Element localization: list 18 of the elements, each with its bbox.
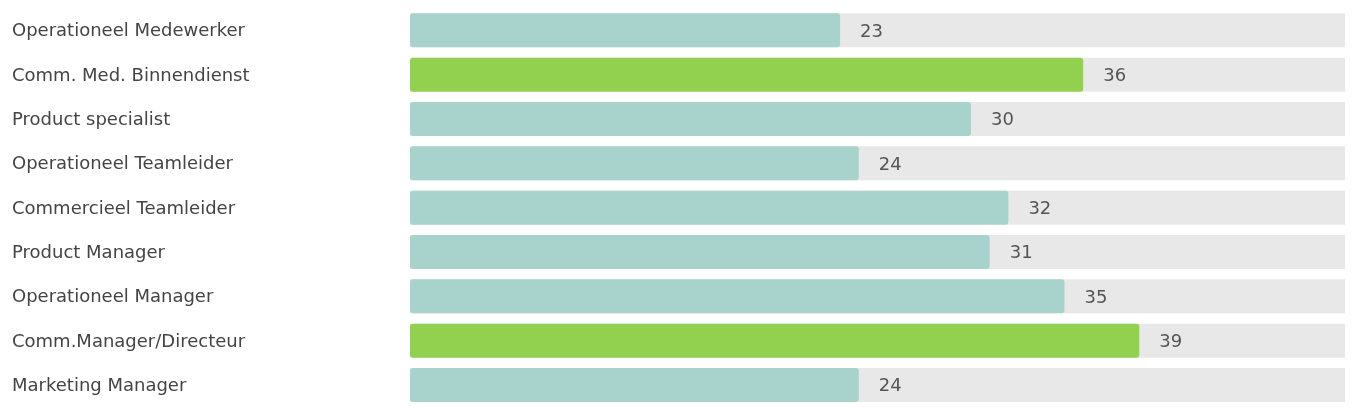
data-label: 23 bbox=[860, 19, 884, 41]
y-tick-label: Comm. Med. Binnendienst bbox=[12, 63, 250, 85]
y-tick-label: Operationeel Manager bbox=[12, 285, 214, 307]
y-tick-label: Marketing Manager bbox=[12, 373, 187, 395]
data-label: 30 bbox=[991, 108, 1014, 130]
data-label: 24 bbox=[878, 374, 902, 396]
data-label: 31 bbox=[1009, 241, 1033, 263]
data-label: 24 bbox=[878, 152, 902, 174]
data-label: 39 bbox=[1159, 330, 1183, 352]
y-tick-label: Product Manager bbox=[12, 240, 166, 262]
y-tick-label: Comm.Manager/Directeur bbox=[12, 329, 246, 351]
y-tick-label: Operationeel Medewerker bbox=[12, 19, 246, 41]
y-tick-label: Operationeel Teamleider bbox=[12, 152, 234, 174]
y-tick-label: Product specialist bbox=[12, 107, 171, 129]
y-tick-label: Commercieel Teamleider bbox=[12, 196, 236, 218]
data-label: 35 bbox=[1084, 285, 1108, 307]
data-label: 32 bbox=[1028, 197, 1052, 219]
data-label: 36 bbox=[1103, 64, 1127, 86]
